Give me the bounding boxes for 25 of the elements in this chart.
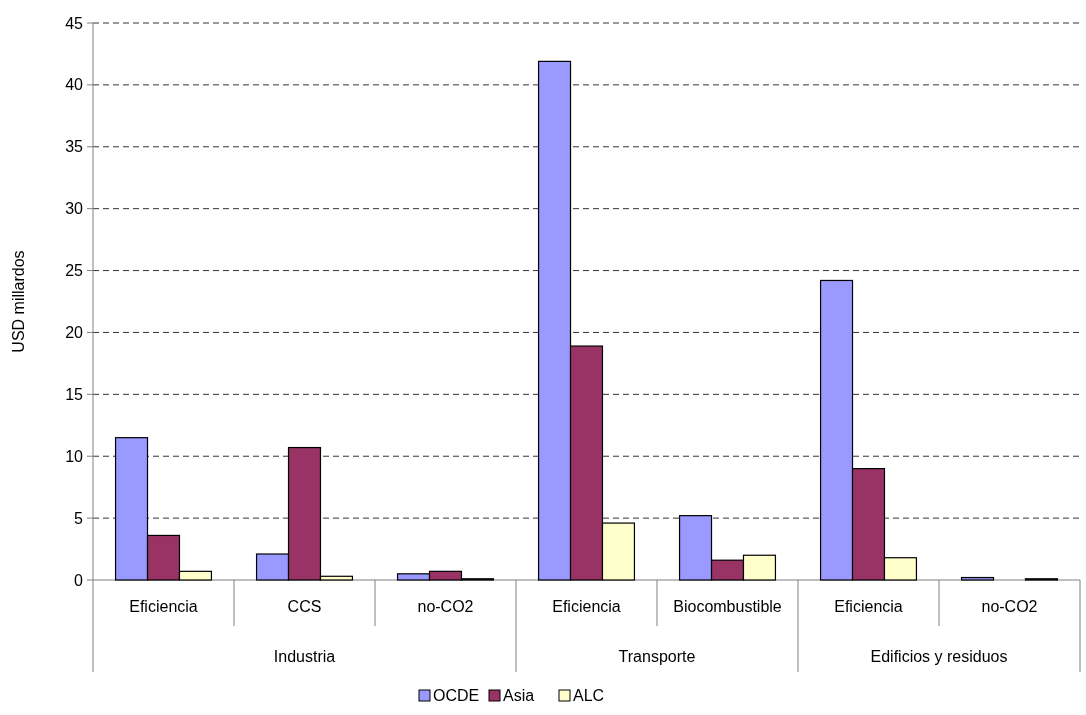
y-tick-label: 10 bbox=[65, 447, 84, 465]
text: Transporte bbox=[618, 648, 696, 665]
y-tick-label: 35 bbox=[65, 138, 84, 156]
y-tick-label: 15 bbox=[65, 385, 84, 403]
x-tick-label: Eficiencia bbox=[552, 598, 621, 615]
x-tick-label: Eficiencia bbox=[834, 598, 903, 615]
bar bbox=[960, 576, 995, 581]
x-tick-label: no-CO2 bbox=[981, 598, 1038, 615]
x-tick-label: Biocombustible bbox=[673, 598, 782, 615]
y-tick-label: 5 bbox=[74, 509, 84, 527]
legend-label: ALC bbox=[573, 687, 605, 704]
x-tick-label: Eficiencia bbox=[129, 598, 198, 615]
text: Edificios y residuos bbox=[870, 648, 1008, 665]
legend-label: Asia bbox=[503, 687, 535, 704]
y-tick-label: 45 bbox=[65, 14, 84, 32]
x-tick-label: CCS bbox=[287, 598, 322, 615]
y-tick-label: 40 bbox=[65, 76, 84, 94]
y-tick-label: 20 bbox=[65, 324, 84, 342]
y-tick-label: 0 bbox=[74, 571, 84, 589]
x-tick-label: no-CO2 bbox=[417, 598, 474, 615]
text: Industria bbox=[273, 648, 336, 665]
y-tick-label: 25 bbox=[65, 262, 84, 280]
y-tick-label: 30 bbox=[65, 200, 84, 218]
y-axis-title: USD millardos bbox=[10, 250, 27, 353]
legend-label: OCDE bbox=[433, 687, 480, 704]
